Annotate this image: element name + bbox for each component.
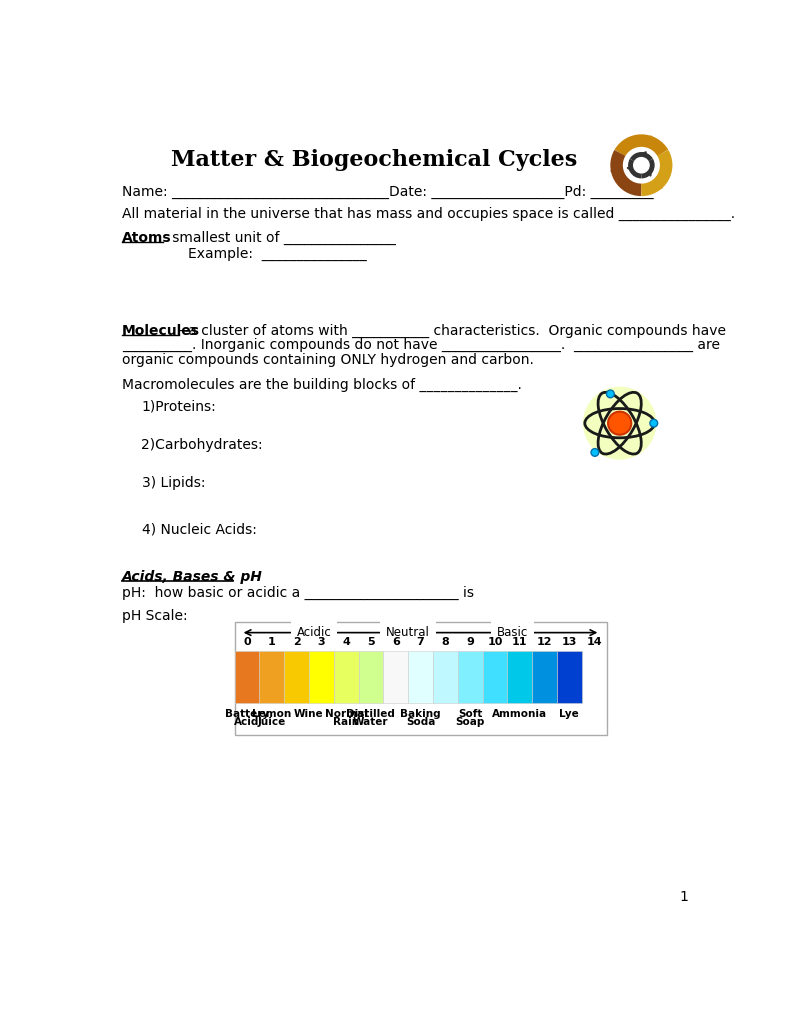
Text: 4: 4	[343, 637, 350, 647]
Text: 1: 1	[268, 637, 275, 647]
Text: Rain: Rain	[333, 718, 359, 727]
Text: 1)Proteins:: 1)Proteins:	[142, 399, 216, 414]
Bar	[433, 651, 458, 702]
Text: Soft: Soft	[458, 709, 483, 719]
Text: All material in the universe that has mass and occupies space is called ________: All material in the universe that has ma…	[122, 207, 736, 221]
Text: Neutral: Neutral	[386, 626, 430, 639]
Text: 2)Carbohydrates:: 2)Carbohydrates:	[142, 437, 263, 452]
Bar	[507, 651, 532, 702]
Text: Acidic: Acidic	[297, 626, 331, 639]
Text: Atoms: Atoms	[122, 231, 172, 246]
Bar	[408, 651, 433, 702]
Text: Battery: Battery	[225, 709, 269, 719]
Text: Water: Water	[353, 718, 388, 727]
Circle shape	[630, 155, 653, 176]
Bar	[309, 651, 334, 702]
Text: 14: 14	[586, 637, 602, 647]
Circle shape	[650, 420, 657, 427]
Bar	[284, 651, 309, 702]
Text: 7: 7	[417, 637, 425, 647]
Text: 6: 6	[392, 637, 399, 647]
Bar	[483, 651, 507, 702]
Circle shape	[591, 449, 599, 457]
Text: Wine: Wine	[294, 709, 324, 719]
Text: Acid: Acid	[234, 718, 259, 727]
Text: 3) Lipids:: 3) Lipids:	[142, 476, 205, 490]
Bar	[458, 651, 483, 702]
Text: Name: _______________________________Date: ___________________Pd: _________: Name: _______________________________Dat…	[122, 185, 653, 200]
Text: 10: 10	[487, 637, 502, 647]
Text: Lye: Lye	[559, 709, 579, 719]
Text: Lemon: Lemon	[252, 709, 291, 719]
Text: 5: 5	[367, 637, 375, 647]
Bar	[234, 622, 607, 735]
Text: organic compounds containing ONLY hydrogen and carbon.: organic compounds containing ONLY hydrog…	[122, 353, 534, 367]
Bar	[384, 651, 408, 702]
Text: 3: 3	[317, 637, 325, 647]
Text: pH Scale:: pH Scale:	[122, 608, 187, 623]
Text: 8: 8	[441, 637, 449, 647]
Text: Ammonia: Ammonia	[492, 709, 547, 719]
Text: Soap: Soap	[456, 718, 485, 727]
Text: Normal: Normal	[325, 709, 368, 719]
Text: Soda: Soda	[406, 718, 435, 727]
Ellipse shape	[583, 387, 657, 460]
Bar	[358, 651, 384, 702]
Text: Baking: Baking	[400, 709, 441, 719]
Bar	[234, 651, 259, 702]
Bar	[334, 651, 358, 702]
Bar	[259, 651, 284, 702]
Text: 2: 2	[293, 637, 301, 647]
Circle shape	[607, 390, 615, 397]
Text: Basic: Basic	[497, 626, 528, 639]
Text: 0: 0	[243, 637, 251, 647]
Text: - a cluster of atoms with ___________ characteristics.  Organic compounds have: - a cluster of atoms with ___________ ch…	[179, 324, 725, 338]
Text: 4) Nucleic Acids:: 4) Nucleic Acids:	[142, 522, 256, 537]
Text: Example:  _______________: Example: _______________	[188, 247, 367, 261]
Text: Juice: Juice	[258, 718, 286, 727]
Text: __________. Inorganic compounds do not have _________________.  ________________: __________. Inorganic compounds do not h…	[122, 338, 720, 352]
Text: - smallest unit of ________________: - smallest unit of ________________	[163, 231, 396, 246]
Text: Acids, Bases & pH: Acids, Bases & pH	[122, 570, 263, 584]
Bar	[557, 651, 581, 702]
Text: Molecules: Molecules	[122, 324, 200, 338]
Text: Matter & Biogeochemical Cycles: Matter & Biogeochemical Cycles	[171, 148, 577, 171]
Circle shape	[608, 412, 631, 435]
Text: 9: 9	[466, 637, 474, 647]
Text: 13: 13	[562, 637, 577, 647]
Bar	[532, 651, 557, 702]
Text: pH:  how basic or acidic a ______________________ is: pH: how basic or acidic a ______________…	[122, 586, 474, 600]
Text: Macromolecules are the building blocks of ______________.: Macromolecules are the building blocks o…	[122, 378, 522, 392]
Text: Distilled: Distilled	[346, 709, 396, 719]
Text: 11: 11	[512, 637, 528, 647]
Text: 12: 12	[537, 637, 552, 647]
Text: 1: 1	[679, 890, 688, 904]
